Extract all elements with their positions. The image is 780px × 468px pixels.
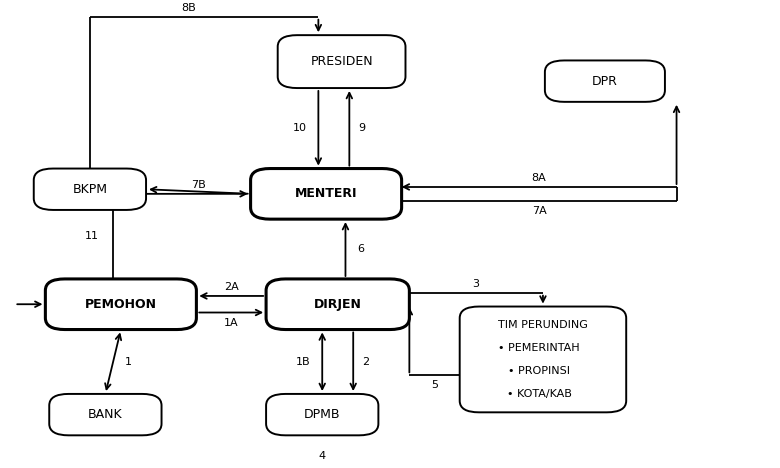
Text: 7A: 7A [532, 206, 547, 216]
Text: 4: 4 [319, 451, 326, 461]
Text: 1: 1 [125, 357, 132, 367]
Text: DPMB: DPMB [304, 408, 341, 421]
FancyBboxPatch shape [34, 168, 146, 210]
FancyBboxPatch shape [45, 279, 197, 329]
Text: 2: 2 [363, 357, 370, 367]
Text: PRESIDEN: PRESIDEN [310, 55, 373, 68]
Text: 6: 6 [357, 244, 364, 254]
Text: TIM PERUNDING: TIM PERUNDING [498, 320, 588, 330]
Text: • KOTA/KAB: • KOTA/KAB [507, 389, 572, 399]
Text: DIRJEN: DIRJEN [314, 298, 362, 311]
Text: 11: 11 [85, 231, 99, 241]
Text: 1B: 1B [296, 357, 310, 367]
FancyBboxPatch shape [545, 60, 665, 102]
FancyBboxPatch shape [250, 168, 402, 219]
FancyBboxPatch shape [49, 394, 161, 435]
Text: 1A: 1A [224, 318, 239, 328]
Text: 3: 3 [473, 279, 480, 289]
Text: • PROPINSI: • PROPINSI [508, 366, 570, 376]
Text: BANK: BANK [88, 408, 122, 421]
Text: PEMOHON: PEMOHON [85, 298, 157, 311]
Text: 7B: 7B [191, 180, 206, 190]
Text: DPR: DPR [592, 75, 618, 88]
Text: 5: 5 [431, 380, 438, 390]
Text: 8A: 8A [532, 173, 547, 183]
Text: BKPM: BKPM [73, 183, 108, 196]
Text: 2A: 2A [224, 282, 239, 292]
Text: 8B: 8B [181, 3, 196, 14]
Text: 9: 9 [359, 123, 366, 133]
FancyBboxPatch shape [266, 394, 378, 435]
FancyBboxPatch shape [278, 35, 406, 88]
FancyBboxPatch shape [266, 279, 410, 329]
FancyBboxPatch shape [459, 307, 626, 412]
Text: MENTERI: MENTERI [295, 187, 357, 200]
Text: • PEMERINTAH: • PEMERINTAH [498, 343, 580, 353]
Text: 10: 10 [292, 123, 307, 133]
